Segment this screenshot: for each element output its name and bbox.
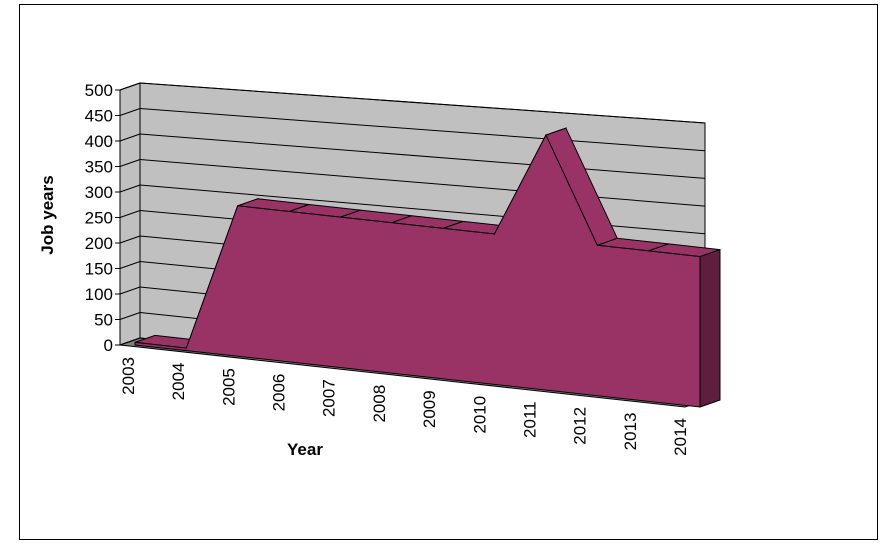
- gridline-back-450: [139, 108, 706, 152]
- gridline-back-500: [139, 82, 706, 124]
- y-axis-title: Job years: [38, 175, 57, 254]
- gridline-side-450: [119, 108, 141, 116]
- gridline-side-500: [119, 82, 141, 91]
- y-tick-label-300: 300: [85, 183, 113, 202]
- gridline-side-400: [119, 133, 141, 142]
- area-end-face: [699, 248, 721, 408]
- x-axis-title: Year: [287, 440, 323, 459]
- y-axis-ticks: 0 50 100 150 200 250 300 350 400 450 500: [85, 81, 121, 355]
- y-tick-label-350: 350: [85, 158, 113, 177]
- y-tick-label-150: 150: [85, 260, 113, 279]
- area-front-face: [134, 133, 701, 408]
- y-tick-label-200: 200: [85, 234, 113, 253]
- x-tick-label-2007: 2007: [320, 379, 339, 417]
- gridline-side-50: [119, 312, 141, 320]
- x-tick-label-2005: 2005: [219, 368, 238, 406]
- y-tick-label-250: 250: [85, 209, 113, 228]
- gridline-side-150: [119, 261, 141, 269]
- x-tick-label-2008: 2008: [370, 385, 389, 423]
- gridline-side-100: [119, 286, 141, 295]
- x-tick-label-2011: 2011: [521, 401, 540, 438]
- gridline-back-400: [139, 133, 706, 179]
- y-tick-label-50: 50: [94, 311, 113, 330]
- y-tick-label-0: 0: [104, 336, 113, 355]
- gridline-side-250: [119, 210, 141, 218]
- x-tick-label-2003: 2003: [119, 357, 138, 395]
- area-series: [134, 127, 721, 408]
- x-tick-label-2004: 2004: [169, 363, 188, 401]
- y-tick-label-450: 450: [85, 107, 113, 126]
- x-axis-ticks: 2003 2004 2005 2006 2007 2008 2009 2010 2011 2012…: [119, 357, 690, 456]
- y-tick-label-500: 500: [85, 81, 113, 100]
- x-tick-label-2012: 2012: [571, 407, 590, 445]
- gridline-side-200: [119, 235, 141, 244]
- x-tick-label-2006: 2006: [270, 374, 289, 412]
- gridline-back-350: [139, 159, 706, 207]
- y-tick-label-400: 400: [85, 132, 113, 151]
- y-tick-label-100: 100: [85, 285, 113, 304]
- x-tick-label-2014: 2014: [671, 418, 690, 456]
- gridline-side-300: [119, 184, 141, 193]
- x-tick-label-2009: 2009: [420, 390, 439, 428]
- x-tick-label-2010: 2010: [470, 396, 489, 434]
- x-tick-label-2013: 2013: [621, 413, 640, 451]
- gridline-side-350: [119, 159, 141, 167]
- gridline-side-0: [119, 337, 141, 346]
